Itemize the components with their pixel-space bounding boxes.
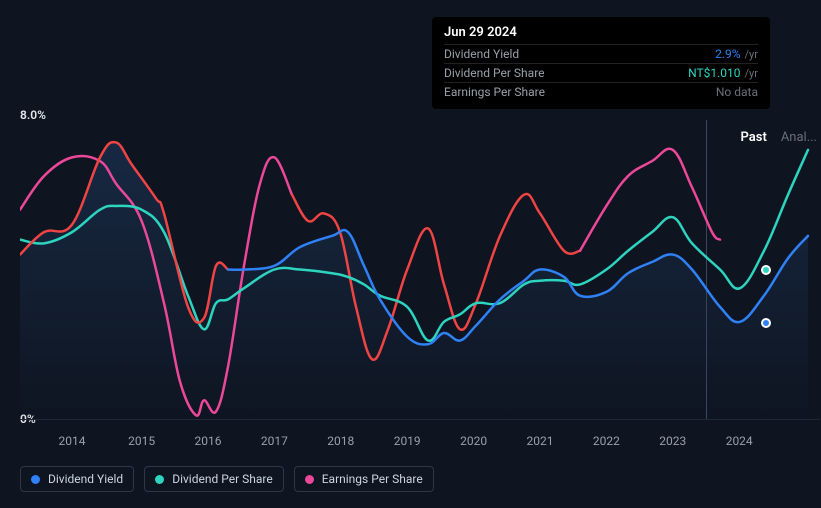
tooltip-metric-label: Dividend Yield	[444, 47, 519, 61]
data-point-marker	[761, 318, 771, 328]
tooltip-metric-label: Dividend Per Share	[444, 66, 545, 80]
x-axis-label: 2016	[195, 434, 222, 448]
x-axis-label: 2015	[128, 434, 155, 448]
tooltip-metric-value: No data	[716, 85, 758, 99]
legend-row: Dividend Yield Dividend Per Share Earnings…	[20, 466, 434, 492]
legend-label: Dividend Per Share	[172, 472, 273, 486]
legend-dot-icon	[31, 475, 40, 484]
legend-dot-icon	[305, 475, 314, 484]
tooltip-metric-value: 2.9%/yr	[715, 47, 758, 61]
tooltip-date: Jun 29 2024	[444, 25, 758, 44]
chart-tooltip: Jun 29 2024 Dividend Yield2.9%/yrDividen…	[432, 17, 770, 109]
legend-label: Earnings Per Share	[322, 472, 423, 486]
tooltip-metric-value: NT$1.010/yr	[688, 66, 758, 80]
tooltip-row: Earnings Per Share No data	[444, 82, 758, 101]
x-axis-label: 2019	[394, 434, 421, 448]
data-point-marker	[761, 265, 771, 275]
tooltip-row: Dividend Per Share NT$1.010/yr	[444, 63, 758, 82]
x-axis-label: 2014	[59, 434, 86, 448]
x-axis-label: 2023	[659, 434, 686, 448]
x-axis-label: 2022	[593, 434, 620, 448]
legend-toggle[interactable]: Earnings Per Share	[294, 466, 434, 492]
x-axis-label: 2018	[327, 434, 354, 448]
x-axis-label: 2020	[460, 434, 487, 448]
legend-toggle[interactable]: Dividend Yield	[20, 466, 134, 492]
legend-dot-icon	[155, 475, 164, 484]
tooltip-row: Dividend Yield 2.9%/yr	[444, 44, 758, 63]
chart-plot-area[interactable]	[20, 120, 820, 420]
x-axis-label: 2021	[527, 434, 554, 448]
chart-tabs: Past Anal...	[741, 130, 818, 145]
tab-past[interactable]: Past	[741, 130, 767, 145]
x-axis-label: 2017	[261, 434, 288, 448]
legend-toggle[interactable]: Dividend Per Share	[144, 466, 284, 492]
x-axis-label: 2024	[726, 434, 753, 448]
tab-analysis[interactable]: Anal...	[781, 130, 817, 145]
tooltip-metric-label: Earnings Per Share	[444, 85, 545, 99]
legend-label: Dividend Yield	[48, 472, 123, 486]
